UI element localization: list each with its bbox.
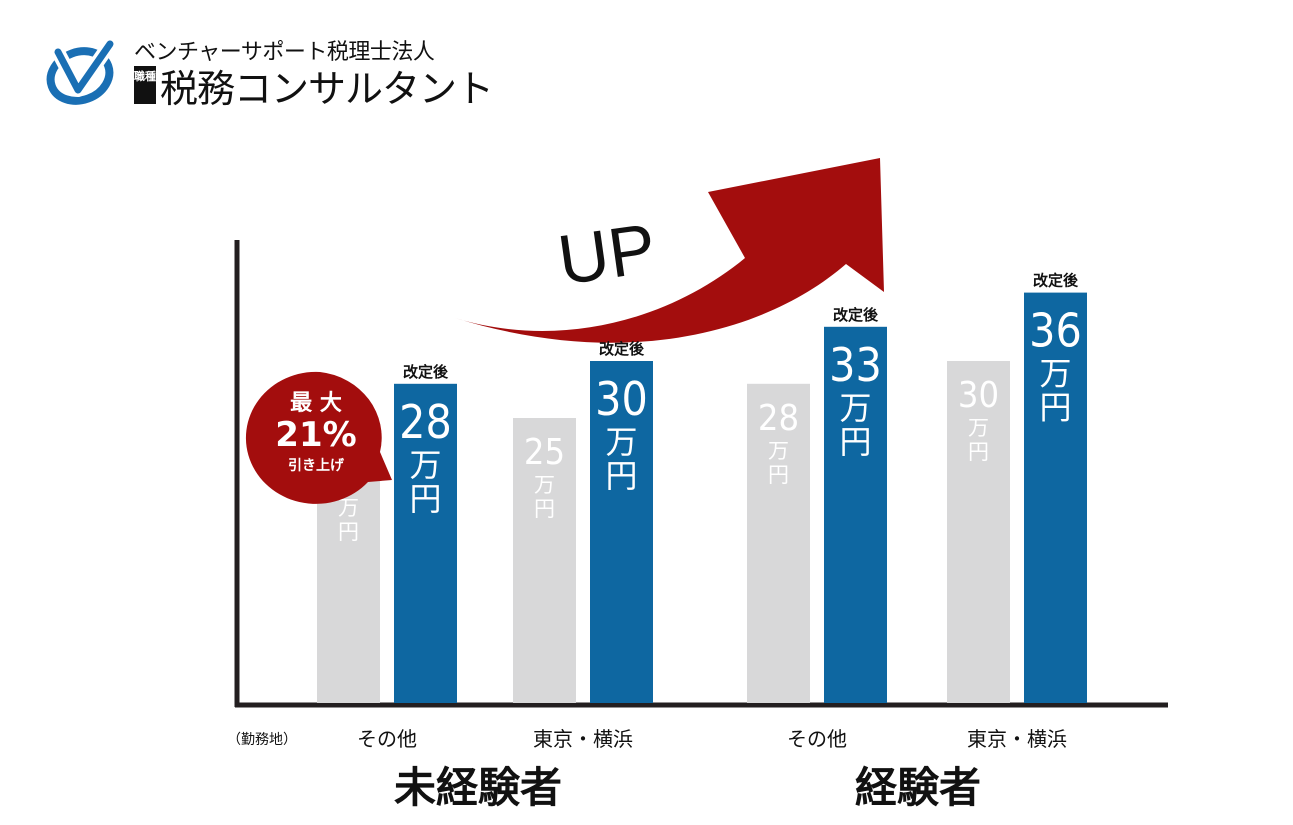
value-label-before: 25 — [524, 432, 565, 473]
category-label: その他 — [357, 727, 417, 751]
unit-label-before: 円 — [534, 497, 555, 521]
unit-label-after: 円 — [1039, 389, 1071, 427]
value-label-after: 33 — [829, 338, 882, 392]
bar-before — [747, 383, 810, 703]
unit-label-before: 円 — [768, 463, 789, 487]
value-label-after: 30 — [595, 372, 648, 426]
unit-label-after: 円 — [409, 480, 441, 518]
after-tag-label: 改定後 — [403, 363, 449, 381]
logo-icon — [46, 38, 117, 105]
after-tag-label: 改定後 — [599, 340, 645, 358]
callout-bubble — [245, 371, 392, 504]
value-label-before: 28 — [758, 398, 799, 439]
category-label: 東京・横浜 — [533, 727, 633, 751]
callout-line3: 引き上げ — [288, 458, 345, 474]
after-tag-label: 改定後 — [1033, 272, 1079, 290]
unit-label-after: 円 — [605, 457, 637, 495]
group-label: 未経験者 — [394, 763, 562, 812]
unit-label-after: 万 — [1039, 355, 1071, 393]
up-arrow — [455, 158, 884, 343]
unit-label-after: 円 — [839, 423, 871, 461]
unit-label-before: 万 — [768, 439, 789, 463]
unit-label-before: 万 — [968, 416, 989, 440]
unit-label-before: 万 — [534, 473, 555, 497]
value-label-before: 30 — [958, 375, 999, 416]
bar-after — [824, 326, 887, 703]
unit-label-before: 万 — [338, 496, 359, 520]
category-label: 東京・横浜 — [967, 727, 1067, 751]
value-label-after: 36 — [1029, 304, 1082, 358]
job-title: 税務コンサルタント — [160, 67, 494, 111]
bar-after — [590, 361, 653, 703]
category-label: その他 — [787, 727, 847, 751]
unit-label-before: 円 — [968, 440, 989, 464]
callout-line2: 21% — [275, 415, 356, 455]
unit-label-after: 万 — [605, 423, 637, 461]
after-tag-label: 改定後 — [833, 306, 879, 324]
bar-before — [513, 418, 576, 703]
group-label: 経験者 — [855, 763, 981, 812]
bar-after — [1024, 292, 1087, 703]
x-axis-prefix: （勤務地） — [227, 732, 297, 748]
bar-before — [947, 361, 1010, 703]
bar-after — [394, 383, 457, 703]
organization-name: ベンチャーサポート税理士法人 — [134, 40, 435, 65]
unit-label-after: 万 — [839, 389, 871, 427]
callout-line1: 最 大 — [290, 391, 342, 416]
value-label-after: 28 — [399, 395, 452, 449]
unit-label-after: 万 — [409, 446, 441, 484]
unit-label-before: 円 — [338, 520, 359, 544]
bars-layer — [317, 292, 1087, 703]
job-type-badge: 職種 — [134, 66, 156, 104]
up-label: UP — [553, 209, 660, 300]
